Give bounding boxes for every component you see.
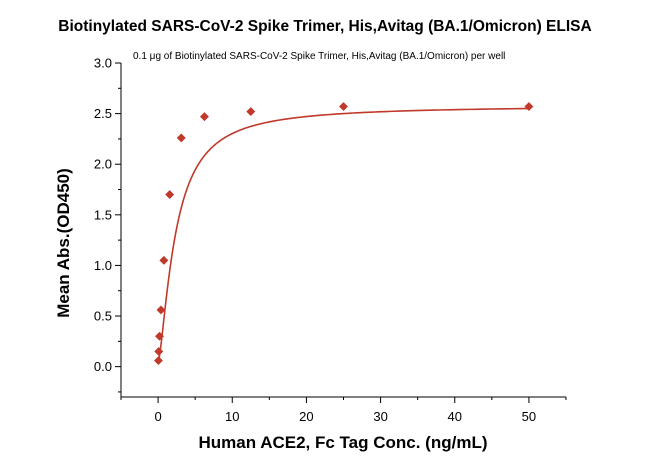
y-tick-label: 1.5 [94, 207, 112, 222]
data-point [153, 356, 164, 366]
data-point [159, 255, 169, 265]
x-tick-label: 50 [522, 409, 536, 424]
x-axis-label: Human ACE2, Fc Tag Conc. (ng/mL) [198, 433, 487, 452]
x-tick-label: 30 [373, 409, 387, 424]
y-axis-ticks: 0.0 0.5 1.0 1.5 2.0 2.5 3.0 [94, 56, 121, 393]
data-point [246, 107, 256, 117]
x-axis: 0 10 20 30 40 50 [120, 396, 567, 424]
data-point [154, 346, 164, 357]
data-point [156, 305, 166, 315]
data-points [153, 101, 534, 366]
data-point [165, 190, 175, 200]
chart-subtitle: 0.1 μg of Biotinylated SARS-CoV-2 Spike … [133, 51, 505, 62]
x-axis-ticks: 0 10 20 30 40 50 [120, 397, 567, 424]
y-tick-label: 3.0 [94, 56, 112, 71]
x-tick-label: 10 [225, 409, 239, 424]
data-point [338, 101, 349, 112]
plot-area [153, 101, 534, 366]
y-tick-label: 2.0 [94, 157, 112, 172]
y-tick-label: 1.0 [94, 258, 112, 273]
y-axis-label: Mean Abs.(OD450) [54, 168, 73, 318]
data-point [524, 101, 534, 112]
x-tick-label: 0 [154, 409, 161, 424]
y-tick-label: 2.5 [94, 106, 112, 121]
data-point [154, 331, 165, 341]
chart-title: Biotinylated SARS-CoV-2 Spike Trimer, Hi… [58, 18, 591, 35]
fit-curve [157, 107, 529, 362]
y-tick-label: 0.5 [94, 309, 112, 324]
data-point [199, 112, 209, 122]
y-tick-label: 0.0 [94, 359, 112, 374]
x-tick-label: 40 [448, 409, 462, 424]
y-axis: 0.0 0.5 1.0 1.5 2.0 2.5 3.0 [94, 56, 122, 397]
x-tick-label: 20 [299, 409, 313, 424]
data-point [176, 133, 186, 143]
